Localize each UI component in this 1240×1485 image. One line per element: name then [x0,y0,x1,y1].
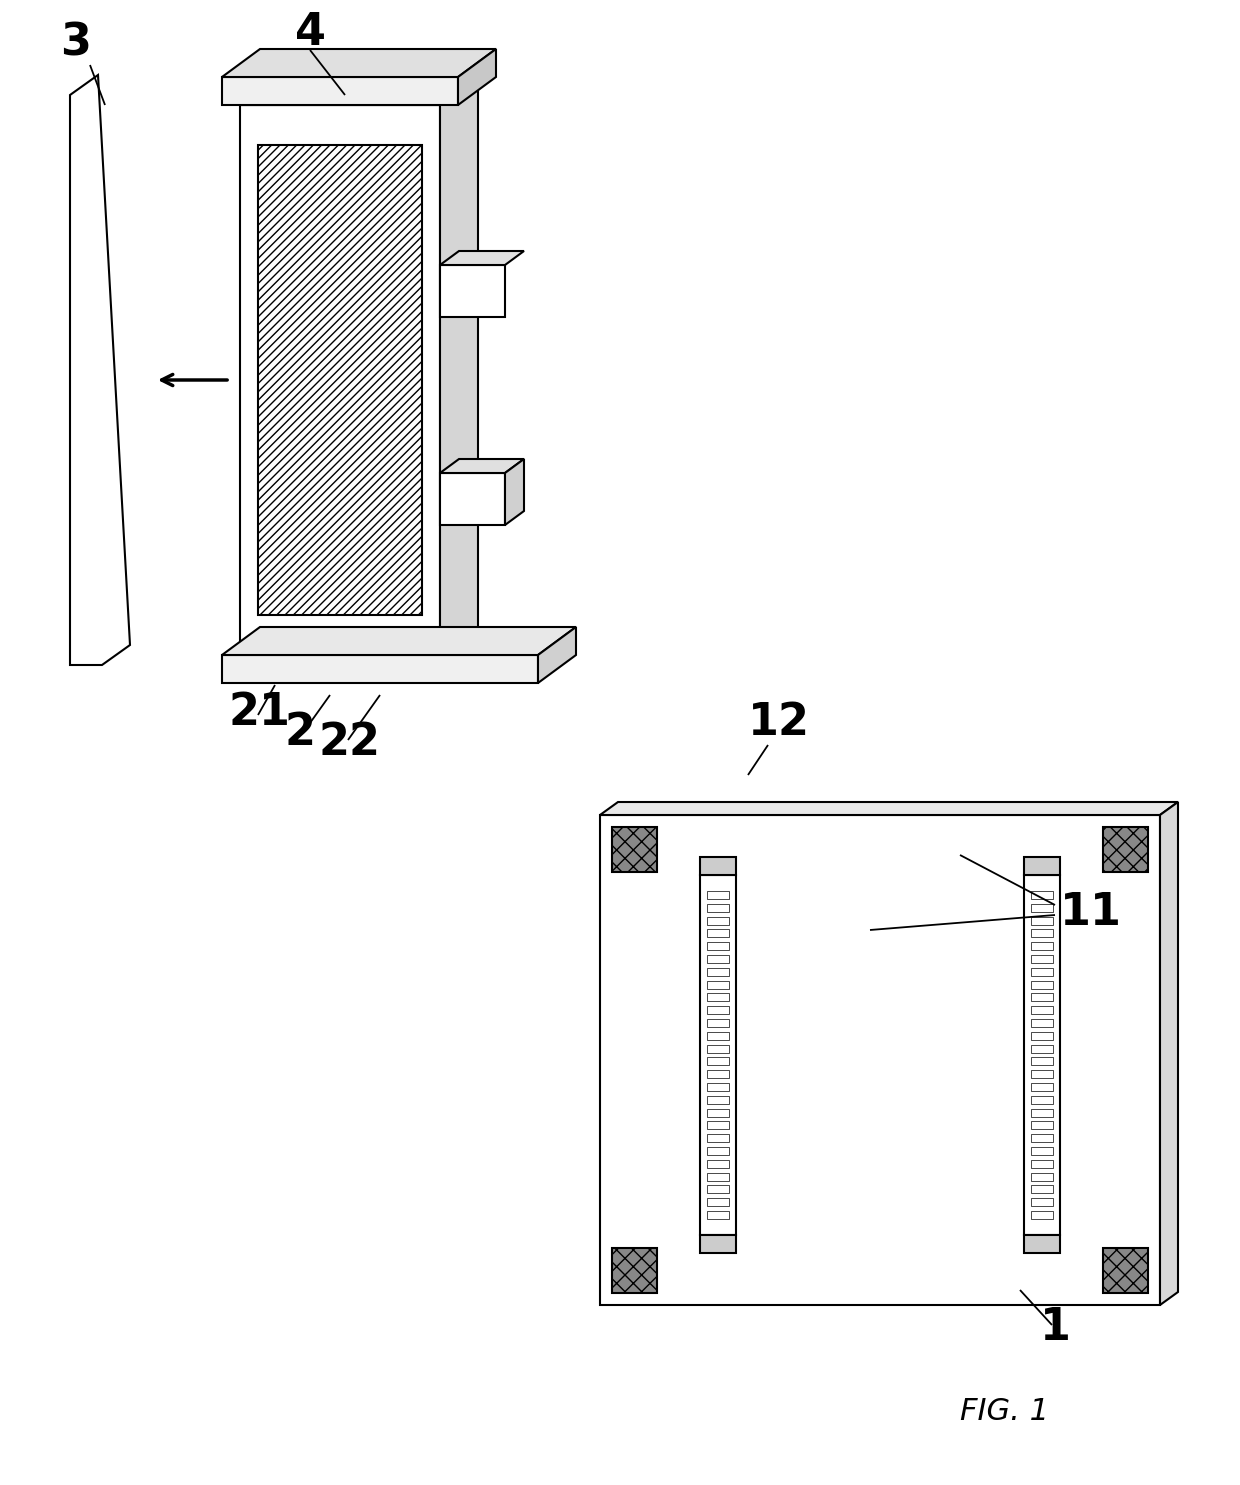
Bar [1104,1247,1148,1293]
Polygon shape [69,76,130,665]
Bar [1032,1173,1053,1181]
Bar [1032,891,1053,898]
Polygon shape [440,251,525,264]
Polygon shape [440,474,505,526]
Bar [613,827,657,872]
Polygon shape [440,459,525,474]
Bar [1032,930,1053,937]
Bar [1032,1019,1053,1028]
Bar [1024,857,1060,875]
Polygon shape [241,105,440,655]
Bar [1032,941,1053,950]
Polygon shape [258,146,422,615]
Bar [707,1210,729,1219]
Bar [1032,1096,1053,1103]
Bar [1032,993,1053,1001]
Text: 12: 12 [748,701,810,744]
Bar [707,1044,729,1053]
Bar [1032,1083,1053,1091]
Bar [707,993,729,1001]
Polygon shape [222,49,496,77]
Bar [707,1007,729,1014]
Text: 21: 21 [228,691,290,734]
Bar [707,1057,729,1065]
Polygon shape [600,815,1159,1305]
Bar [701,857,737,875]
Bar [1024,1236,1060,1253]
Bar [613,1247,657,1293]
Bar [707,1146,729,1155]
Bar [701,875,737,1236]
Bar [1032,1032,1053,1039]
Text: 4: 4 [295,10,326,53]
Polygon shape [1159,802,1178,1305]
Bar [707,1198,729,1206]
Bar [1032,1160,1053,1167]
Polygon shape [222,77,458,105]
Bar [707,1135,729,1142]
Bar [707,980,729,989]
Text: 11: 11 [1060,891,1122,934]
Bar [707,1185,729,1194]
Bar [1032,1121,1053,1130]
Bar [707,930,729,937]
Polygon shape [538,627,577,683]
Bar [1032,904,1053,912]
Bar [1032,955,1053,962]
Bar [707,1032,729,1039]
Bar [707,916,729,925]
Bar [707,891,729,898]
Bar [1032,980,1053,989]
Bar [1032,1007,1053,1014]
Bar [707,968,729,976]
Bar [707,1121,729,1130]
Polygon shape [241,77,477,105]
Bar [1032,1210,1053,1219]
Bar [707,1109,729,1117]
Polygon shape [222,627,577,655]
Text: 2: 2 [285,711,316,754]
Bar [707,1071,729,1078]
Bar [1032,916,1053,925]
Bar [707,1096,729,1103]
Bar [707,904,729,912]
Bar [1024,875,1060,1236]
Polygon shape [505,459,525,526]
Text: 22: 22 [317,722,379,763]
Bar [707,941,729,950]
Bar [707,1019,729,1028]
Bar [1032,1146,1053,1155]
Polygon shape [222,655,538,683]
Polygon shape [458,49,496,105]
Bar [1032,1057,1053,1065]
Bar [1032,1109,1053,1117]
Bar [707,1173,729,1181]
Polygon shape [440,264,505,316]
Bar [701,1236,737,1253]
Bar [1032,1135,1053,1142]
Text: 1: 1 [1040,1305,1071,1348]
Bar [1032,1044,1053,1053]
Text: FIG. 1: FIG. 1 [960,1397,1049,1426]
Bar [707,955,729,962]
Bar [1104,827,1148,872]
Polygon shape [600,802,1178,815]
Bar [707,1160,729,1167]
Text: 3: 3 [60,21,91,64]
Bar [1032,1198,1053,1206]
Bar [707,1083,729,1091]
Polygon shape [440,77,477,655]
Bar [1032,968,1053,976]
Bar [1032,1071,1053,1078]
Bar [1032,1185,1053,1194]
